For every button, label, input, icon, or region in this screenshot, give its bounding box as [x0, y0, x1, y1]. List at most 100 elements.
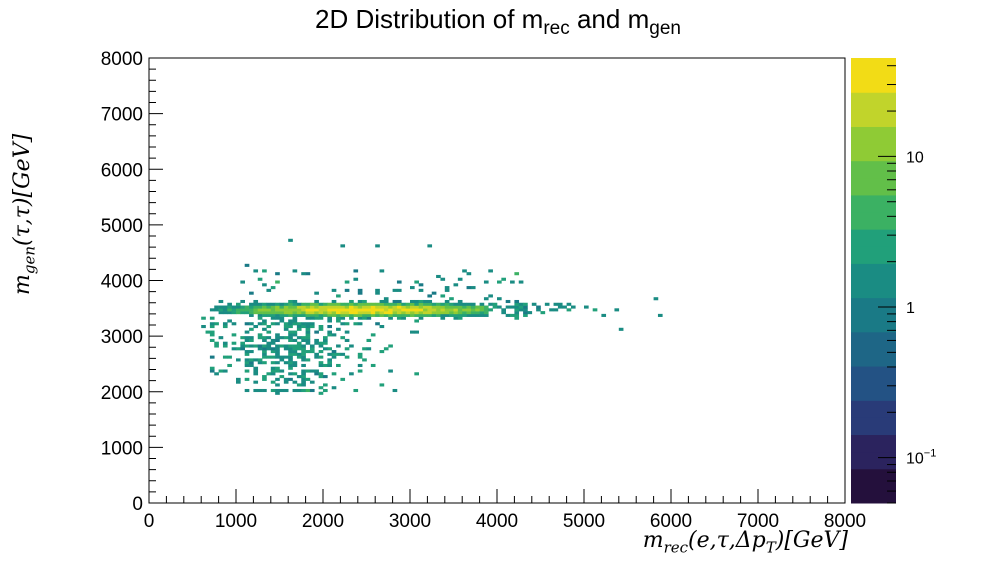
heatmap-bin	[414, 308, 419, 312]
heatmap-bin	[331, 372, 337, 376]
heatmap-bin	[270, 361, 276, 365]
color-swatch	[851, 434, 896, 453]
heatmap-bin	[353, 308, 359, 312]
heatmap-bin	[336, 305, 341, 309]
heatmap-bin	[483, 305, 489, 309]
heatmap-bin	[318, 386, 324, 390]
heatmap-bin	[309, 316, 315, 320]
y-axis-label: mgen(τ,τ)[GeV]	[10, 133, 39, 295]
heatmap-bin	[440, 311, 446, 315]
heatmap-bin	[466, 272, 472, 276]
heatmap-bin	[266, 341, 272, 345]
heatmap-bin	[218, 299, 224, 304]
heatmap-bin	[514, 272, 520, 276]
heatmap-bin	[444, 305, 450, 309]
heatmap-bin	[296, 341, 302, 345]
heatmap-bin	[483, 311, 489, 315]
heatmap-bin	[440, 277, 446, 281]
heatmap-bin	[240, 347, 245, 351]
color-swatch	[851, 160, 896, 179]
heatmap-bin	[370, 333, 376, 337]
heatmap-bin	[262, 308, 267, 312]
heatmap-bin	[453, 313, 459, 317]
heatmap-bin	[457, 308, 463, 312]
heatmap-bin	[375, 311, 380, 315]
heatmap-bin	[257, 344, 263, 348]
x-tick-label: 8000	[824, 511, 866, 532]
heatmap-bin	[305, 316, 311, 320]
heatmap-bin	[379, 305, 385, 309]
heatmap-bin	[314, 338, 319, 342]
heatmap-bin	[592, 308, 598, 312]
heatmap-bin	[201, 325, 206, 329]
heatmap-bin	[440, 305, 446, 309]
heatmap-bin	[283, 302, 289, 306]
heatmap-bin	[292, 308, 298, 312]
color-swatch	[851, 194, 896, 213]
heatmap-bin	[288, 322, 293, 326]
heatmap-bin	[244, 369, 250, 373]
heatmap-bin	[318, 361, 324, 365]
heatmap-bin	[288, 377, 293, 381]
heatmap-bin	[227, 319, 232, 323]
heatmap-bin	[436, 313, 441, 317]
heatmap-bin	[366, 347, 372, 351]
heatmap-bin	[253, 366, 259, 370]
heatmap-bin	[209, 338, 215, 342]
heatmap-bin	[288, 366, 293, 370]
heatmap-bin	[279, 369, 285, 373]
heatmap-bin	[288, 344, 293, 348]
heatmap-bin	[279, 336, 285, 340]
heatmap-bin	[262, 319, 267, 323]
heatmap-bin	[505, 305, 511, 309]
heatmap-bin	[279, 388, 285, 393]
heatmap-bin	[309, 302, 315, 306]
heatmap-bin	[353, 322, 359, 326]
heatmap-bin	[357, 313, 363, 317]
heatmap-bin	[383, 297, 389, 301]
heatmap-bin	[275, 308, 280, 312]
heatmap-bin	[518, 302, 524, 306]
heatmap-bin	[262, 347, 267, 351]
heatmap-bin	[222, 308, 228, 312]
heatmap-bin	[266, 288, 272, 292]
heatmap-bin	[218, 336, 224, 340]
heatmap-bin	[414, 319, 419, 323]
heatmap-bin	[444, 288, 450, 292]
heatmap-bin	[305, 330, 311, 334]
heatmap-bin	[570, 305, 576, 309]
heatmap-bin	[470, 302, 476, 306]
heatmap-bin	[327, 319, 332, 323]
x-tick-label: 4000	[476, 511, 518, 532]
heatmap-bin	[270, 311, 276, 315]
heatmap-bin	[283, 336, 289, 340]
heatmap-bin	[292, 322, 298, 326]
heatmap-bin	[383, 302, 389, 306]
heatmap-bin	[336, 344, 341, 348]
heatmap-bin	[222, 322, 228, 326]
y-tick-label: 3000	[101, 327, 143, 348]
heatmap-bin	[396, 305, 402, 309]
heatmap-bin	[279, 375, 285, 379]
heatmap-bin	[318, 327, 324, 331]
heatmap-bin	[453, 311, 459, 315]
heatmap-bin	[453, 305, 459, 309]
heatmap-bin	[414, 372, 419, 376]
heatmap-bin	[231, 322, 237, 326]
heatmap-bin	[292, 352, 298, 356]
heatmap-bin	[479, 308, 485, 312]
heatmap-bin	[292, 372, 298, 376]
heatmap-bin	[340, 302, 346, 306]
heatmap-bin	[505, 313, 511, 317]
heatmap-bin	[283, 355, 289, 359]
heatmap-bin	[318, 302, 324, 306]
heatmap-bin	[288, 361, 293, 365]
heatmap-bin	[262, 269, 267, 273]
heatmap-bin	[584, 305, 589, 309]
x-axis-label: mrec(e,τ,ΔpT)[GeV]	[642, 528, 848, 557]
heatmap-bin	[323, 347, 328, 351]
heatmap-bin	[349, 313, 354, 317]
heatmap-bin	[340, 322, 346, 326]
heatmap-bin	[318, 375, 324, 379]
